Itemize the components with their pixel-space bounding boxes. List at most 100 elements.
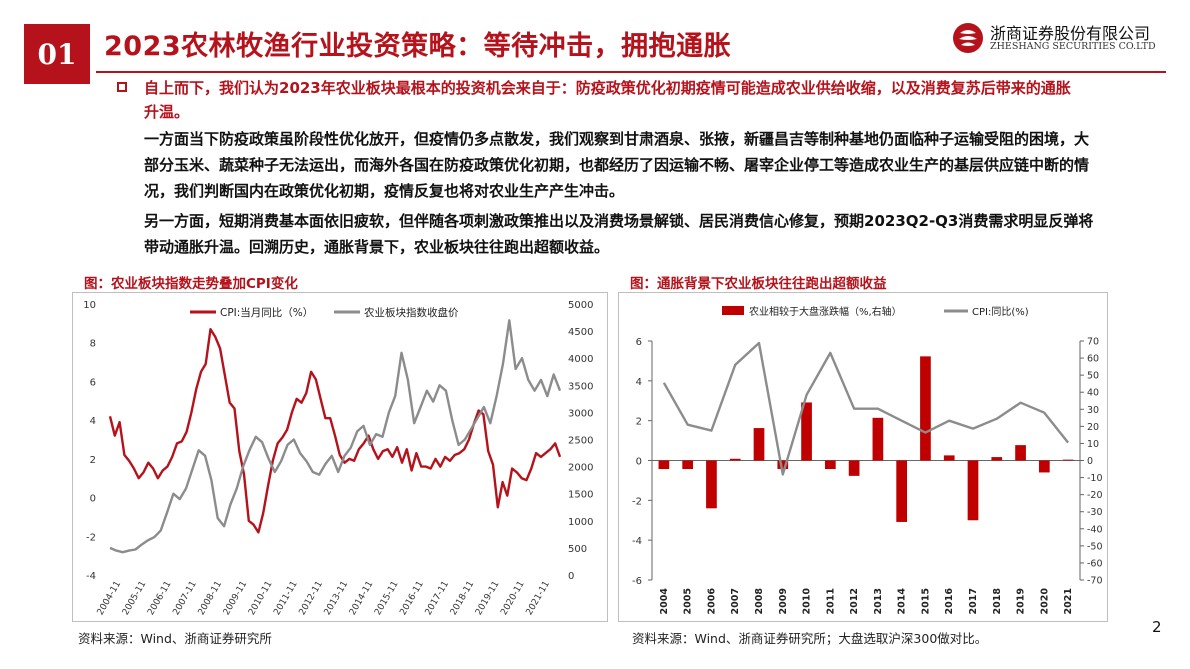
- right-axis-tick-label: 20: [1087, 422, 1099, 433]
- x-axis-tick-label: 2005: [683, 588, 694, 614]
- excess-return-bar: [896, 460, 908, 522]
- excess-return-bar: [729, 458, 741, 461]
- right-axis-tick-label: 2000: [568, 463, 593, 474]
- left-axis-tick-label: -4: [86, 571, 96, 582]
- left-axis-tick-label: -6: [632, 576, 642, 587]
- page-number: 2: [1152, 618, 1162, 636]
- x-axis-tick-label: 2019: [1016, 588, 1027, 614]
- x-axis-tick-label: 2020: [1039, 588, 1050, 615]
- x-axis-tick-label: 2010: [802, 588, 813, 615]
- chart-2-frame: [618, 292, 1108, 622]
- right-axis-tick-label: 1000: [568, 517, 593, 528]
- right-axis-tick-label: -50: [1087, 541, 1103, 552]
- right-axis-tick-label: 0: [1087, 456, 1093, 467]
- section-badge: 01: [24, 24, 90, 84]
- agri-index-series-line: [109, 319, 562, 554]
- right-axis-tick-label: -60: [1087, 558, 1103, 569]
- legend-label: CPI:当月同比（%）: [220, 306, 313, 319]
- legend-label: 农业相较于大盘涨跌幅（%,右轴）: [749, 305, 902, 318]
- left-axis-tick-label: 8: [90, 339, 96, 350]
- right-axis-tick-label: 60: [1087, 354, 1099, 365]
- right-axis-tick-label: 1500: [568, 490, 593, 501]
- zheshang-logo-icon: [953, 23, 983, 53]
- left-axis-tick-label: 4: [90, 416, 96, 427]
- cpi-yoy-series-line: [662, 341, 1070, 476]
- lead-paragraph: 自上而下，我们认为2023年农业板块最根本的投资机会来自于：防疫政策优化初期疫情…: [144, 79, 1071, 121]
- figure-2-title: 图：通胀背景下农业板块往往跑出超额收益: [630, 276, 887, 292]
- right-axis-tick-label: -70: [1087, 576, 1103, 587]
- excess-return-bar: [967, 460, 979, 521]
- excess-return-bar: [801, 402, 812, 461]
- left-axis-tick-label: -2: [632, 496, 642, 507]
- right-axis-tick-label: 4500: [568, 327, 593, 338]
- right-axis-tick-label: 5000: [568, 300, 593, 311]
- excess-return-bar: [848, 460, 860, 476]
- x-axis-tick-label: 2011: [825, 588, 836, 614]
- figure-1-source: 资料来源：Wind、浙商证券研究所: [78, 631, 272, 646]
- left-axis-tick-label: 6: [636, 337, 642, 348]
- x-axis-tick-label: 2017: [968, 588, 979, 614]
- company-logo: 浙商证券股份有限公司 ZHESHANG SECURITIES CO.LTD: [952, 18, 1162, 64]
- right-axis-tick-label: 4000: [568, 354, 593, 365]
- right-axis-tick-label: 40: [1087, 388, 1099, 399]
- excess-return-chart: -6-4-20246-70-60-50-40-30-20-10010203040…: [618, 292, 1108, 622]
- left-axis-tick-label: 0: [636, 457, 642, 468]
- body-paragraph-1: 一方面当下防疫政策虽阶段性优化放开，但疫情仍多点散发，我们观察到甘肃酒泉、张掖，…: [144, 130, 1090, 200]
- right-axis-tick-label: 50: [1087, 371, 1099, 382]
- logo-company-name-en: ZHESHANG SECURITIES CO.LTD: [990, 41, 1156, 52]
- right-axis-tick-label: 3500: [568, 381, 593, 392]
- left-axis-tick-label: 2: [636, 417, 642, 428]
- figure-1-title: 图：农业板块指数走势叠加CPI变化: [84, 276, 298, 292]
- right-axis-tick-label: 2500: [568, 436, 593, 447]
- excess-return-bar: [777, 460, 789, 470]
- body-paragraph-2: 另一方面，短期消费基本面依旧疲软，但伴随各项刺激政策推出以及消费场景解锁、居民消…: [144, 212, 1094, 256]
- x-axis-tick-label: 2021: [1063, 588, 1074, 614]
- legend-label: 农业板块指数收盘价: [364, 306, 459, 319]
- excess-return-bar: [1062, 459, 1074, 461]
- cpi-agri-index-chart: -4 -2 0 2 4 6 8 10 0 500 1000 1500 2000 2500 3000 3500 4…: [72, 292, 608, 622]
- excess-return-bar: [706, 460, 717, 509]
- x-axis-tick-label: 2016: [944, 588, 955, 615]
- left-axis-tick-label: 4: [636, 377, 642, 388]
- excess-return-bar: [753, 428, 765, 461]
- page-title: 2023农林牧渔行业投资策略：等待冲击，拥抱通胀: [104, 31, 732, 62]
- excess-return-bar: [1038, 460, 1050, 473]
- right-axis-tick-label: 500: [568, 544, 587, 555]
- left-axis-tick-label: -2: [86, 532, 96, 543]
- right-axis-tick-label: -40: [1087, 524, 1103, 535]
- left-axis-tick-label: 6: [90, 377, 96, 388]
- x-axis-tick-label: 2014: [897, 588, 908, 615]
- excess-return-bar: [824, 460, 836, 470]
- x-axis-tick-label: 2004: [659, 588, 670, 615]
- cpi-series-line: [108, 328, 562, 534]
- right-axis-tick-label: -20: [1087, 490, 1103, 501]
- right-axis-tick-label: 70: [1087, 337, 1099, 348]
- legend-label: CPI:同比(%): [972, 306, 1029, 318]
- right-axis-tick-label: 30: [1087, 405, 1099, 416]
- x-axis-tick-label: 2013: [873, 588, 884, 614]
- bullet-square-icon: [117, 82, 127, 92]
- right-axis-tick-label: -10: [1087, 473, 1103, 484]
- left-axis-tick-label: 10: [83, 300, 96, 311]
- x-axis-tick-label: 2006: [706, 588, 717, 615]
- x-axis-tick-label: 2009: [778, 588, 789, 614]
- excess-return-bar: [682, 460, 694, 470]
- figure-2-source: 资料来源：Wind、浙商证券研究所；大盘选取沪深300做对比。: [632, 631, 988, 646]
- excess-return-bar: [658, 460, 670, 470]
- logo-company-name-cn: 浙商证券股份有限公司: [990, 24, 1151, 43]
- x-axis-tick-label: 2007: [730, 588, 741, 614]
- x-axis-tick-label: 2018: [992, 588, 1003, 615]
- excess-return-bar: [991, 457, 1003, 461]
- right-axis-tick-label: 10: [1087, 439, 1099, 450]
- left-axis-tick-label: -4: [632, 536, 642, 547]
- title-divider: [96, 71, 1166, 73]
- left-axis-tick-label: 2: [90, 455, 96, 466]
- legend-swatch: [722, 306, 744, 315]
- left-axis-tick-label: 0: [90, 494, 96, 505]
- excess-return-bar: [1015, 445, 1026, 461]
- x-axis-tick-label: 2015: [920, 588, 931, 614]
- excess-return-bar: [920, 356, 931, 461]
- x-axis-tick-label: 2008: [754, 588, 765, 615]
- right-axis-tick-label: 0: [568, 571, 574, 582]
- x-axis-tick-label: 2012: [849, 588, 860, 614]
